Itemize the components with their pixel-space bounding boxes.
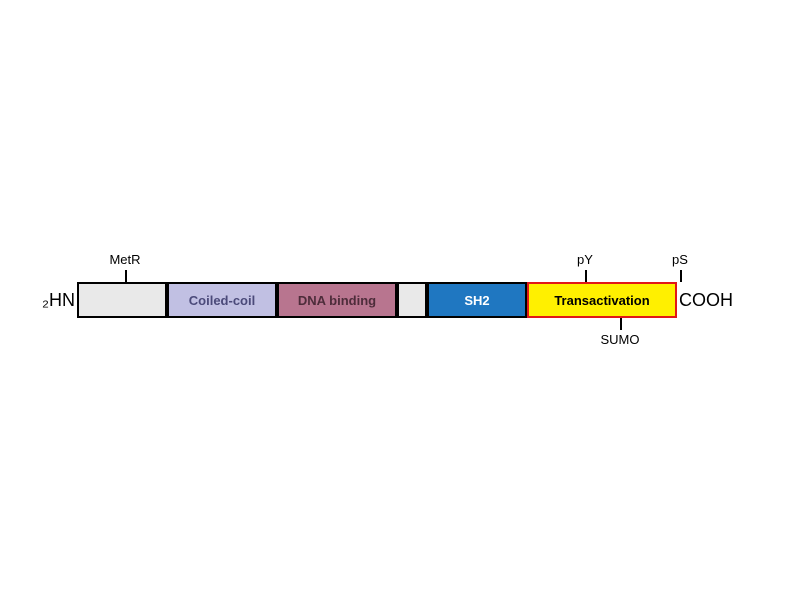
- domain-spacer: [397, 282, 427, 318]
- domain-sh2: SH2: [427, 282, 527, 318]
- c-terminus-label: COOH: [677, 282, 735, 318]
- domain-n-terminal: [77, 282, 167, 318]
- domain-track: ₂HN Coiled-coilDNA binding SH2Transactiva…: [40, 282, 760, 318]
- tick-metr: [125, 270, 127, 282]
- tick-sumo: [620, 318, 622, 330]
- annotation-metr: MetR: [109, 252, 140, 267]
- annotation-ps: pS: [672, 252, 688, 267]
- tick-py: [585, 270, 587, 282]
- n-terminus-label: ₂HN: [40, 282, 77, 318]
- annotation-py: pY: [577, 252, 593, 267]
- tick-ps: [680, 270, 682, 282]
- domain-dna-binding: DNA binding: [277, 282, 397, 318]
- domain-transactivation: Transactivation: [527, 282, 677, 318]
- domain-coiled-coil: Coiled-coil: [167, 282, 277, 318]
- protein-domain-diagram: ₂HN Coiled-coilDNA binding SH2Transactiva…: [40, 240, 760, 360]
- annotation-sumo: SUMO: [601, 332, 640, 347]
